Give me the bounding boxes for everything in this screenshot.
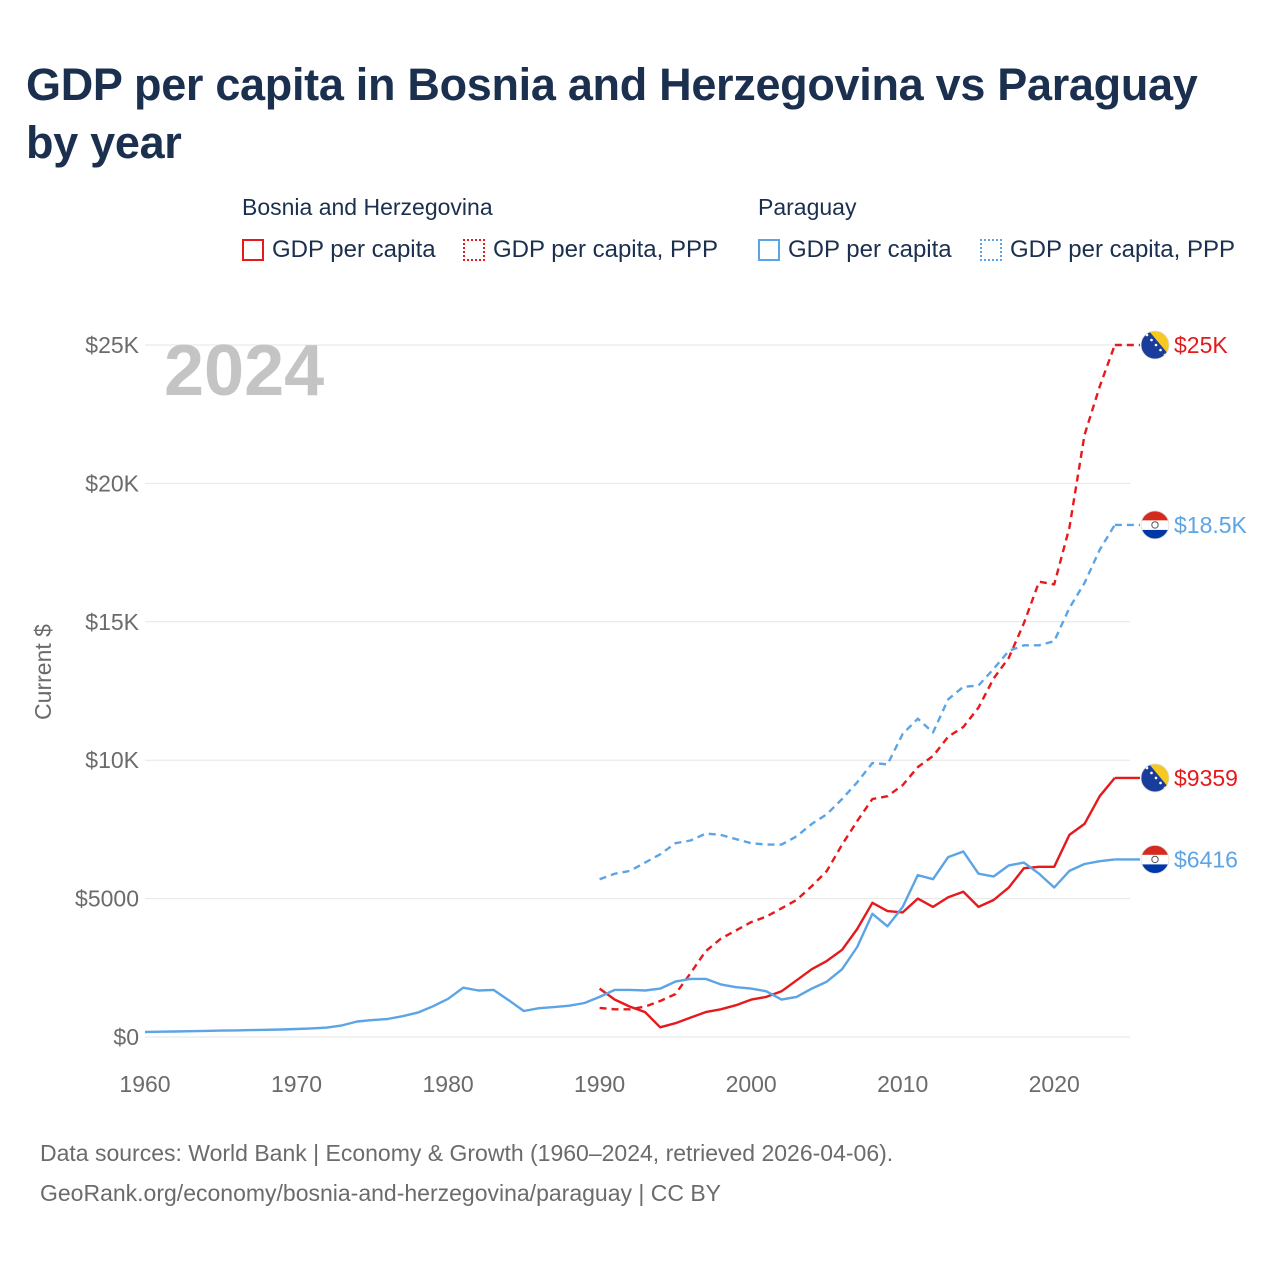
x-tick-label: 1960 bbox=[119, 1071, 170, 1097]
grid-lines bbox=[145, 344, 1130, 1038]
x-axis: 1960 1970 1980 1990 2000 2010 2020 bbox=[119, 1071, 1079, 1097]
legend-swatch-dotted-red bbox=[463, 239, 485, 261]
footer-link[interactable]: GeoRank.org/economy/bosnia-and-herzegovi… bbox=[40, 1180, 722, 1206]
series-line-paraguay-gdp-per-capita[interactable] bbox=[144, 850, 1115, 1034]
year-watermark: 2024 bbox=[164, 331, 324, 411]
legend-swatch-solid-blue bbox=[758, 239, 780, 261]
y-tick-label: $20K bbox=[85, 470, 139, 496]
legend-group-bosnia: Bosnia and Herzegovina bbox=[242, 194, 493, 220]
paraguay-flag-icon bbox=[1141, 845, 1169, 874]
y-tick-label: $15K bbox=[85, 609, 139, 635]
y-tick-label: $5000 bbox=[75, 886, 139, 912]
y-axis-label: Current $ bbox=[30, 624, 56, 720]
legend-label: GDP per capita, PPP bbox=[1010, 236, 1235, 263]
legend-swatch-dotted-blue bbox=[980, 239, 1002, 261]
y-tick-label: $10K bbox=[85, 747, 139, 773]
x-tick-label: 1980 bbox=[422, 1071, 473, 1097]
x-tick-label: 2000 bbox=[726, 1071, 777, 1097]
legend-item-bosnia-ppp[interactable]: GDP per capita, PPP bbox=[463, 236, 718, 264]
series-line-bosnia-and-herzegovina-gdp-per-capita[interactable] bbox=[598, 777, 1116, 1029]
y-tick-label: $0 bbox=[113, 1024, 139, 1050]
series-group bbox=[144, 344, 1116, 1034]
bosnia-flag-icon bbox=[1141, 763, 1169, 792]
y-tick-label: $25K bbox=[85, 332, 139, 358]
legend-label: GDP per capita bbox=[788, 236, 952, 263]
legend-label: GDP per capita, PPP bbox=[493, 236, 718, 263]
x-tick-label: 1990 bbox=[574, 1071, 625, 1097]
bosnia-flag-icon bbox=[1141, 331, 1169, 359]
legend-label: GDP per capita bbox=[272, 236, 436, 263]
series-line-paraguay-gdp-per-capita-ppp[interactable] bbox=[599, 524, 1116, 881]
footer-sources: Data sources: World Bank | Economy & Gro… bbox=[40, 1140, 894, 1166]
end-value-label: $25K bbox=[1174, 332, 1228, 358]
chart-title: GDP per capita in Bosnia and Herzegovina… bbox=[26, 59, 1198, 168]
legend-item-bosnia-gdp[interactable]: GDP per capita bbox=[242, 236, 436, 264]
end-value-label: $6416 bbox=[1174, 846, 1238, 872]
y-axis: $0 $5000 $10K $15K $20K $25K bbox=[75, 332, 140, 1050]
legend-group-paraguay: Paraguay bbox=[758, 194, 857, 220]
x-tick-label: 1970 bbox=[271, 1071, 322, 1097]
x-tick-label: 2020 bbox=[1029, 1071, 1080, 1097]
flag-border bbox=[1140, 763, 1170, 793]
legend-item-paraguay-ppp[interactable]: GDP per capita, PPP bbox=[980, 236, 1235, 264]
paraguay-flag-icon bbox=[1141, 510, 1169, 539]
flag-border bbox=[1140, 845, 1170, 874]
legend-swatch-solid-red bbox=[242, 239, 264, 261]
end-value-label: $18.5K bbox=[1174, 512, 1248, 538]
series-line-bosnia-and-herzegovina-gdp-per-capita-ppp[interactable] bbox=[599, 344, 1116, 1011]
end-value-label: $9359 bbox=[1174, 765, 1238, 791]
end-labels: $9359 $25K $6416 $18.5K bbox=[1114, 330, 1248, 874]
legend-item-paraguay-gdp[interactable]: GDP per capita bbox=[758, 236, 952, 264]
flag-border bbox=[1140, 510, 1170, 540]
x-tick-label: 2010 bbox=[877, 1071, 928, 1097]
flag-border bbox=[1140, 330, 1170, 360]
